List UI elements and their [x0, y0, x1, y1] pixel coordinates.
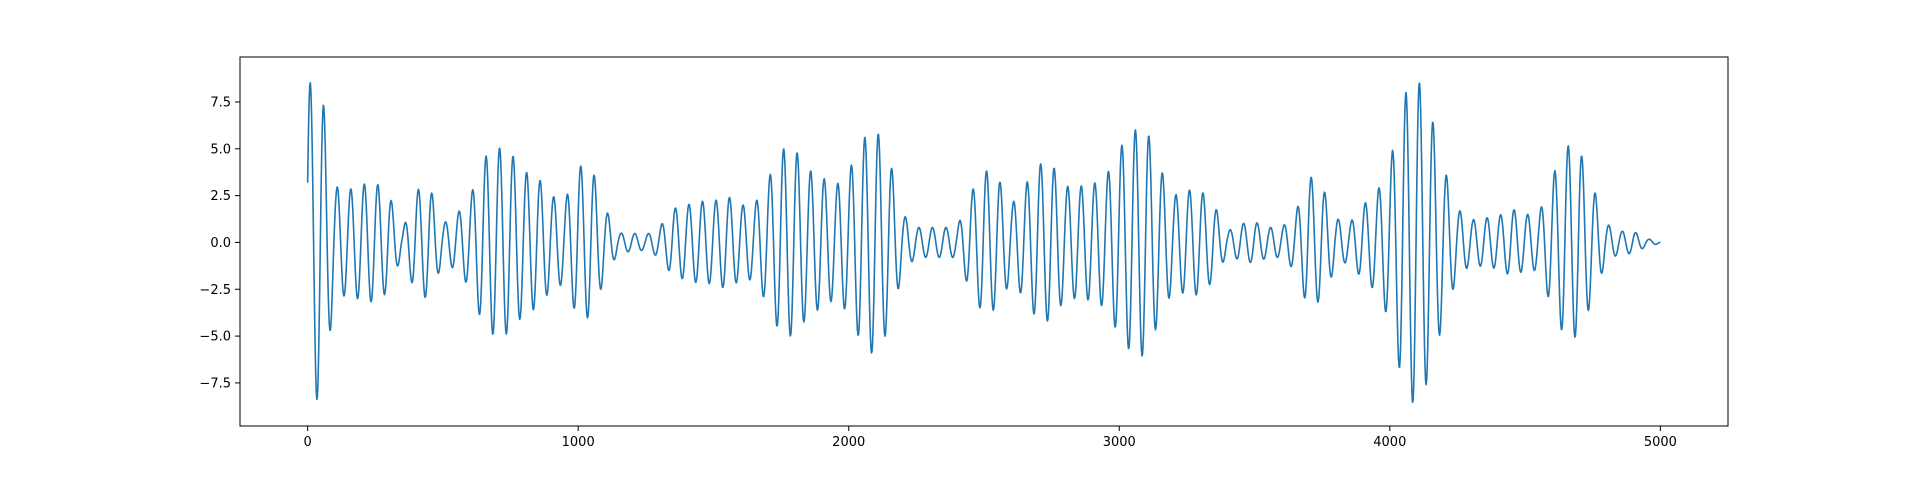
y-axis: −7.5 −5.0 −2.5 0.0 2.5 5.0 7.5 — [199, 95, 240, 391]
y-tick-label: −7.5 — [199, 376, 231, 391]
y-tick-label: −5.0 — [199, 330, 231, 345]
x-tick-label: 1000 — [562, 435, 595, 450]
x-axis: 0 1000 2000 3000 4000 5000 — [303, 426, 1677, 450]
y-tick-label: −2.5 — [199, 283, 231, 298]
y-tick-label: 5.0 — [210, 142, 231, 157]
y-tick-label: 7.5 — [210, 95, 231, 110]
x-tick-label: 0 — [303, 435, 311, 450]
signal-line — [306, 82, 1661, 404]
x-tick-label: 5000 — [1644, 435, 1677, 450]
y-tick-label: 2.5 — [210, 189, 231, 204]
x-tick-label: 2000 — [832, 435, 865, 450]
series-layer — [306, 82, 1661, 404]
y-tick-label: 0.0 — [210, 236, 231, 251]
plot-frame — [239, 56, 1729, 427]
x-tick-label: 4000 — [1373, 435, 1406, 450]
x-tick-label: 3000 — [1103, 435, 1136, 450]
